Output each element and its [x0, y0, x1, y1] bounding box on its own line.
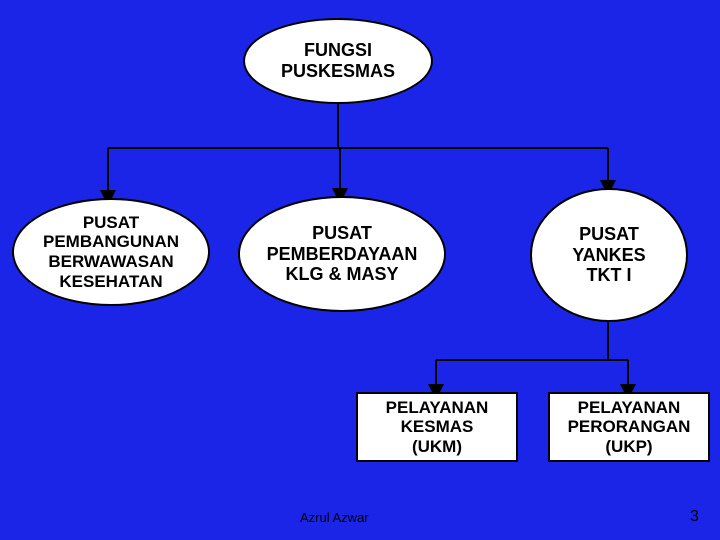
page-number: 3: [690, 508, 699, 526]
footer-author: Azrul Azwar: [300, 510, 369, 525]
child1-node: PUSATPEMBANGUNANBERWAWASANKESEHATAN: [12, 198, 210, 306]
root-node-label: FUNGSIPUSKESMAS: [281, 40, 395, 81]
child3-node: PUSATYANKESTKT I: [530, 188, 688, 322]
leaf2-node-label: PELAYANANPERORANGAN(UKP): [568, 398, 691, 457]
child2-node: PUSATPEMBERDAYAANKLG & MASY: [238, 196, 446, 312]
root-node: FUNGSIPUSKESMAS: [243, 18, 433, 104]
leaf2-node: PELAYANANPERORANGAN(UKP): [548, 392, 710, 462]
child1-node-label: PUSATPEMBANGUNANBERWAWASANKESEHATAN: [43, 213, 179, 291]
child2-node-label: PUSATPEMBERDAYAANKLG & MASY: [267, 223, 418, 285]
leaf1-node-label: PELAYANANKESMAS(UKM): [386, 398, 489, 457]
child3-node-label: PUSATYANKESTKT I: [572, 224, 645, 286]
leaf1-node: PELAYANANKESMAS(UKM): [356, 392, 518, 462]
slide: FUNGSIPUSKESMAS PUSATPEMBANGUNANBERWAWAS…: [0, 0, 720, 540]
